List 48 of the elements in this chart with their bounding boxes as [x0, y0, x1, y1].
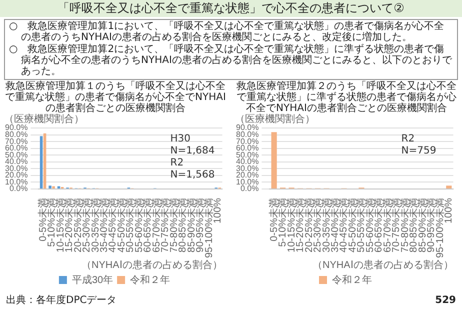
y-tick-label: 60.0% — [236, 144, 259, 153]
legend-label: 令和２年 — [130, 274, 170, 286]
annotation: N=759 — [401, 146, 436, 157]
y-tick-label: 30.0% — [4, 164, 28, 173]
bar — [48, 186, 52, 188]
y-tick-label: 90.0% — [236, 123, 259, 132]
y-tick-label: 30.0% — [236, 164, 259, 173]
legend-label: 平成30年 — [72, 274, 114, 286]
y-tick-label: 60.0% — [4, 144, 28, 153]
x-tick-label: 95-100%未満 — [202, 198, 215, 258]
text: ○ 救急医療管理加算1において、「呼吸不全又は心不全で重篤な状態」の患者で傷病名が心不全の患者のうちNYHAⅠの患者の占める割合を医療機関ごとにみると、改定後に増加した。 — [9, 21, 446, 43]
text: ○ 救急医療管理加算2において、「呼吸不全又は心不全で重篤な状態」に準ずる状態の患者で傷病名が心不全の患者のうちNYHAⅠの患者の占める割合を医療機関ごとにみると、以下のとおりであった。 — [9, 44, 453, 77]
annotation: N=1,684 — [170, 146, 215, 157]
bar — [446, 186, 452, 188]
y-tick-label: 70.0% — [236, 136, 259, 146]
y-tick-label: 0.0% — [240, 184, 259, 194]
bar — [40, 136, 43, 188]
x-tick-label: 100% — [212, 198, 224, 224]
chart-title: 救急医療管理加算２のうち「呼吸不全又は心不全で重篤な状態」に準ずる状態の患者で傷病名が心不全でNYHAⅠの患者割合ごとの医療機関割合 — [236, 81, 458, 114]
y-tick-label: 50.0% — [236, 150, 259, 160]
text: 529 — [435, 295, 456, 306]
chart-title: 救急医療管理加算１のうち「呼吸不全又は心不全で重篤な状態」の患者で傷病名が心不全でNYHAⅠの患者割合ごとの医療機関割合 — [4, 81, 227, 114]
y-axis-title: （医療機関割合） — [4, 114, 84, 125]
y-tick-label: 20.0% — [236, 170, 259, 180]
text: 「呼吸不全又は心不全で重篤な状態」で心不全の患者について② — [0, 0, 462, 17]
legend-label: 令和２年 — [332, 274, 372, 286]
source-note: 出典：各年度DPCデータ — [6, 295, 117, 306]
x-tick-label: 100% — [444, 198, 455, 224]
annotation: R2 — [401, 134, 415, 145]
y-tick-label: 90.0% — [4, 123, 28, 132]
y-tick-label: 10.0% — [4, 177, 28, 186]
annotation: N=1,568 — [170, 170, 215, 181]
y-tick-label: 40.0% — [4, 157, 28, 166]
y-tick-label: 0.0% — [9, 184, 28, 194]
x-tick-label: 95-100%未満 — [434, 198, 446, 258]
annotation: H30 — [170, 134, 191, 145]
y-tick-label: 20.0% — [4, 170, 28, 180]
x-axis-title: （NYHAⅠの患者の占める割合） — [81, 258, 222, 271]
annotation: R2 — [170, 158, 184, 169]
x-axis-title: （NYHAⅠの患者の占める割合） — [312, 258, 454, 271]
y-tick-label: 40.0% — [236, 157, 259, 166]
bar — [271, 132, 277, 188]
y-tick-label: 50.0% — [4, 150, 28, 160]
y-tick-label: 80.0% — [4, 130, 28, 139]
y-tick-label: 10.0% — [236, 177, 259, 186]
y-axis-title: （医療機関割合） — [235, 114, 315, 125]
y-tick-label: 70.0% — [4, 136, 28, 146]
y-tick-label: 80.0% — [236, 130, 259, 139]
